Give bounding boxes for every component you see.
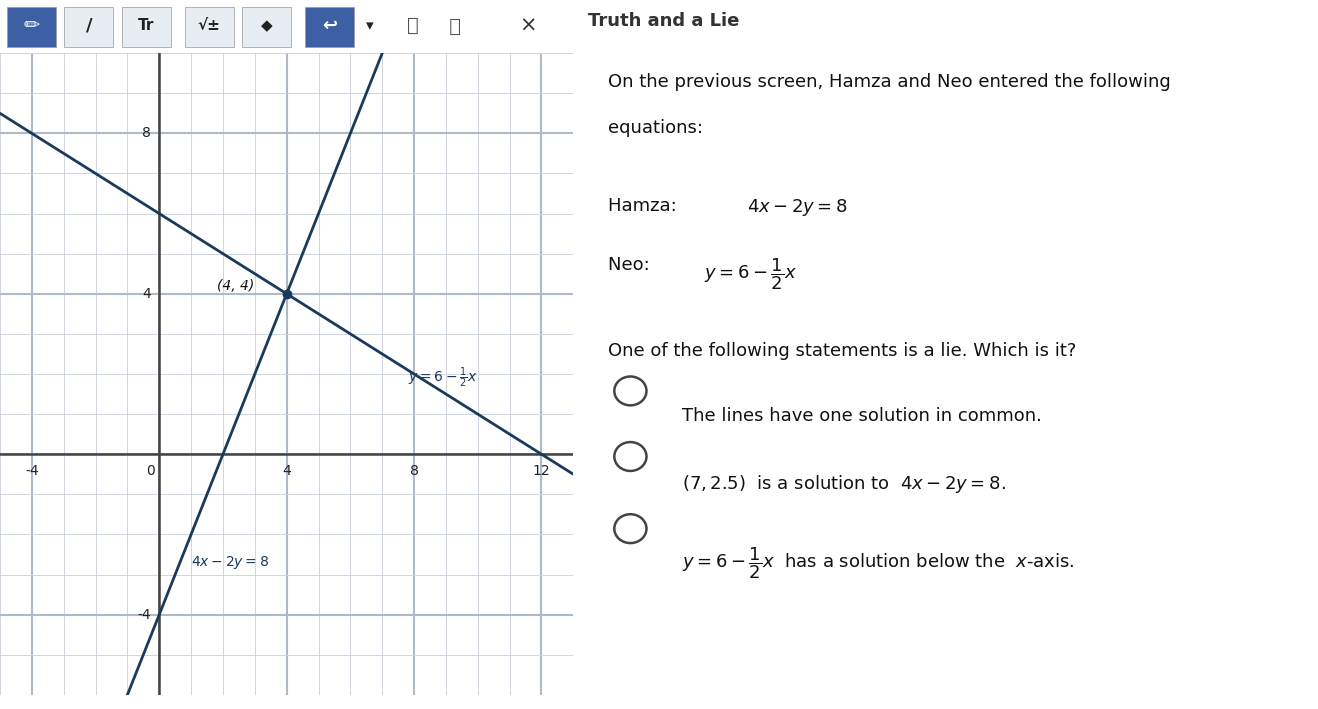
Text: √±: √± xyxy=(198,18,220,33)
Text: ⌢: ⌢ xyxy=(447,16,459,35)
Text: equations:: equations: xyxy=(609,118,704,137)
Text: Neo:: Neo: xyxy=(609,257,656,274)
Text: On the previous screen, Hamza and Neo entered the following: On the previous screen, Hamza and Neo en… xyxy=(609,73,1172,91)
FancyBboxPatch shape xyxy=(306,6,355,47)
Text: ▾: ▾ xyxy=(366,18,373,33)
Text: $y = 6 - \dfrac{1}{2}x$  has a solution below the  $x$-axis.: $y = 6 - \dfrac{1}{2}x$ has a solution b… xyxy=(681,545,1074,581)
FancyBboxPatch shape xyxy=(7,6,55,47)
Text: Hamza:: Hamza: xyxy=(609,197,683,216)
Text: 4: 4 xyxy=(282,464,291,479)
FancyBboxPatch shape xyxy=(185,6,233,47)
Text: The lines have one solution in common.: The lines have one solution in common. xyxy=(681,407,1041,425)
Text: ↩: ↩ xyxy=(322,16,337,35)
Text: 12: 12 xyxy=(532,464,551,479)
Text: -4: -4 xyxy=(25,464,38,479)
FancyBboxPatch shape xyxy=(243,6,291,47)
Text: $(7, 2.5)$  is a solution to  $4x - 2y = 8$.: $(7, 2.5)$ is a solution to $4x - 2y = 8… xyxy=(681,473,1006,495)
Text: Tr: Tr xyxy=(138,18,154,33)
Text: 8: 8 xyxy=(142,126,152,140)
Text: $4x - 2y = 8$: $4x - 2y = 8$ xyxy=(747,197,847,218)
Text: -4: -4 xyxy=(137,608,152,622)
FancyBboxPatch shape xyxy=(121,6,170,47)
Text: ◆: ◆ xyxy=(261,18,273,33)
Text: ×: × xyxy=(519,16,536,35)
Text: 8: 8 xyxy=(410,464,419,479)
FancyBboxPatch shape xyxy=(65,6,113,47)
Text: 4: 4 xyxy=(142,287,152,301)
Text: Truth and a Lie: Truth and a Lie xyxy=(588,12,739,30)
Text: $y=6-\frac{1}{2}x$: $y=6-\frac{1}{2}x$ xyxy=(407,365,477,390)
Text: ✏: ✏ xyxy=(24,16,40,35)
Text: $y = 6 - \dfrac{1}{2}x$: $y = 6 - \dfrac{1}{2}x$ xyxy=(704,257,797,292)
Text: One of the following statements is a lie. Which is it?: One of the following statements is a lie… xyxy=(609,342,1077,359)
Text: (4, 4): (4, 4) xyxy=(216,279,254,293)
Text: ⌢: ⌢ xyxy=(407,16,419,35)
Text: 0: 0 xyxy=(146,464,154,479)
Text: /: / xyxy=(86,16,92,35)
Text: $4x-2y=8$: $4x-2y=8$ xyxy=(191,554,269,571)
